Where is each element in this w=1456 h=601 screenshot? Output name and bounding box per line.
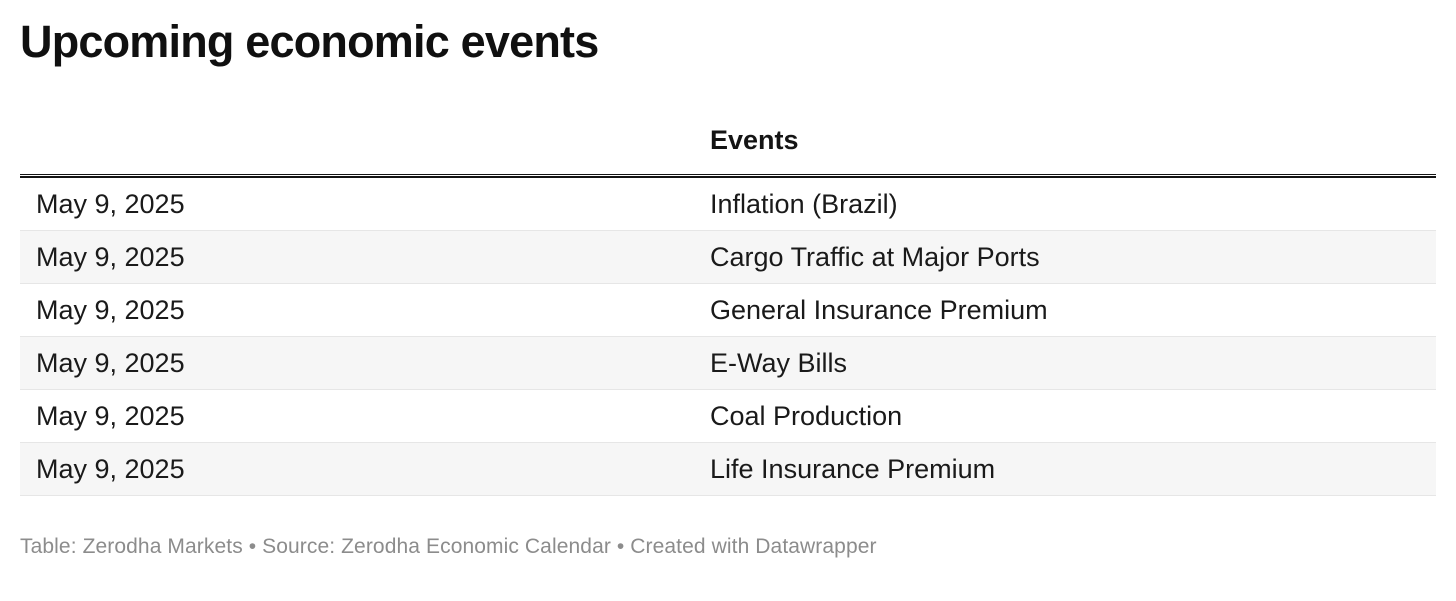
footer-attribution: Table: Zerodha Markets • Source: Zerodha… (20, 534, 877, 558)
date-cell: May 9, 2025 (36, 400, 185, 431)
event-cell: Coal Production (710, 400, 903, 431)
page-title: Upcoming economic events (20, 16, 599, 67)
table-row: May 9, 2025 General Insurance Premium (20, 283, 1436, 337)
date-cell: May 9, 2025 (36, 453, 185, 484)
table-row: May 9, 2025 Coal Production (20, 389, 1436, 443)
table-header-row: Events (20, 124, 1436, 175)
table-row: May 9, 2025 E-Way Bills (20, 336, 1436, 390)
date-cell: May 9, 2025 (36, 347, 185, 378)
table-row: May 9, 2025 Cargo Traffic at Major Ports (20, 230, 1436, 284)
event-cell: General Insurance Premium (710, 294, 1048, 325)
event-cell: E-Way Bills (710, 347, 848, 378)
table-row: May 9, 2025 Inflation (Brazil) (20, 177, 1436, 231)
table-body: May 9, 2025 Inflation (Brazil) May 9, 20… (20, 175, 1436, 496)
column-header-events: Events (710, 124, 799, 155)
table-row: May 9, 2025 Life Insurance Premium (20, 442, 1436, 496)
event-cell: Cargo Traffic at Major Ports (710, 241, 1040, 272)
column-header-date (20, 124, 694, 156)
events-table: Events May 9, 2025 Inflation (Brazil) Ma… (20, 124, 1436, 496)
date-cell: May 9, 2025 (36, 188, 185, 219)
event-cell: Inflation (Brazil) (710, 188, 898, 219)
date-cell: May 9, 2025 (36, 294, 185, 325)
datawrapper-table-page: Upcoming economic events Events May 9, 2… (0, 16, 1456, 560)
date-cell: May 9, 2025 (36, 241, 185, 272)
event-cell: Life Insurance Premium (710, 453, 996, 484)
